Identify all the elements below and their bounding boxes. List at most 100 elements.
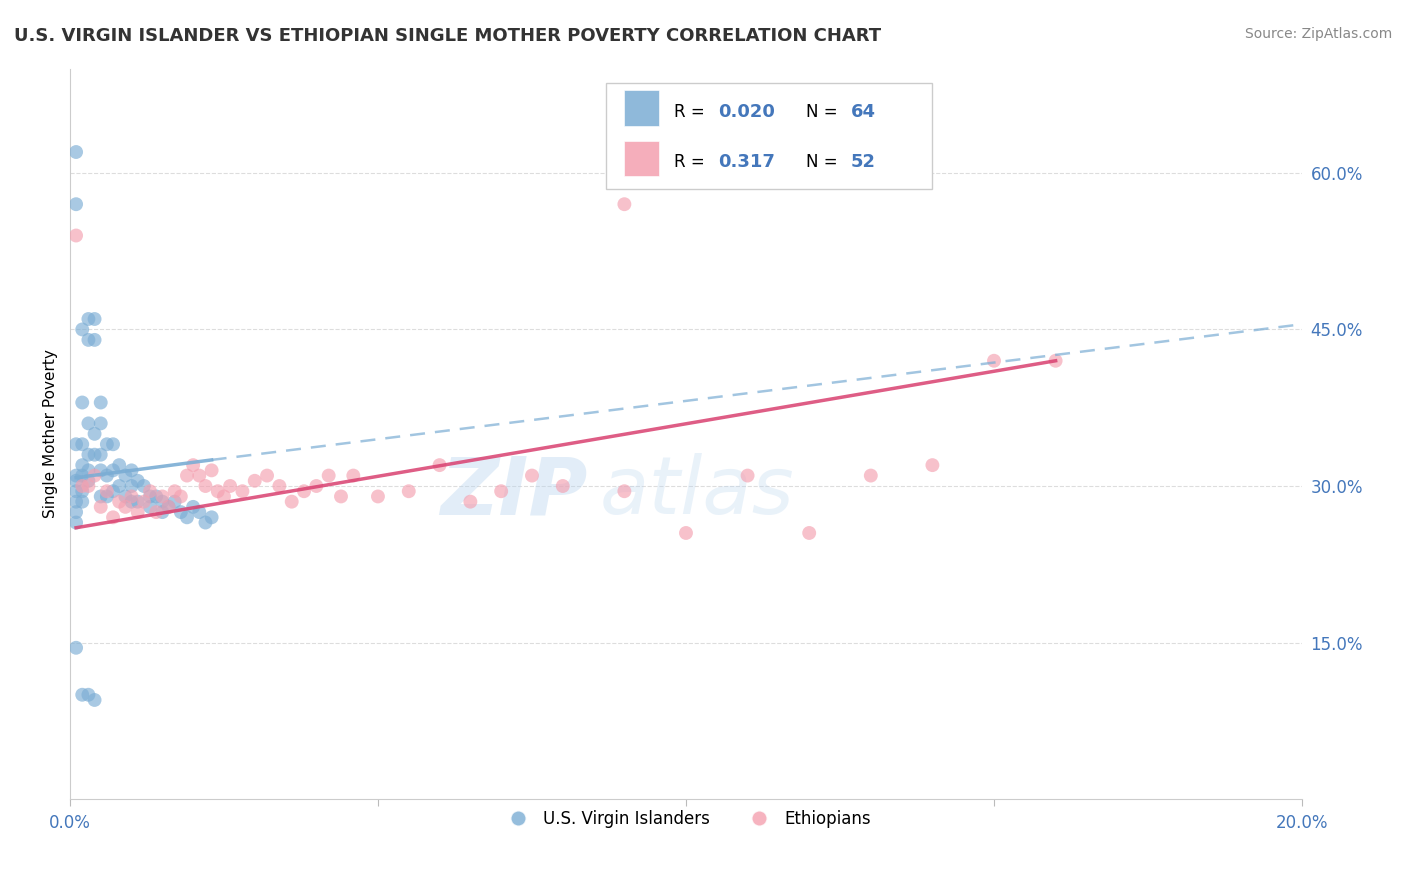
Point — [90, 395, 112, 409]
Point — [121, 490, 143, 504]
Point — [170, 490, 193, 504]
Point — [83, 468, 105, 483]
Point — [108, 458, 131, 472]
Point — [176, 468, 198, 483]
Point — [201, 510, 224, 524]
Point — [96, 437, 118, 451]
Point — [108, 494, 131, 508]
Point — [101, 463, 124, 477]
Text: 64: 64 — [851, 103, 876, 120]
Point — [163, 484, 186, 499]
Point — [139, 490, 162, 504]
Text: R =: R = — [673, 103, 710, 120]
Text: 0.020: 0.020 — [718, 103, 775, 120]
Point — [65, 505, 87, 519]
Point — [181, 458, 204, 472]
Point — [70, 437, 93, 451]
Point — [983, 353, 1005, 368]
Point — [65, 228, 87, 243]
Point — [489, 484, 512, 499]
Point — [292, 484, 315, 499]
Point — [70, 494, 93, 508]
Point — [83, 426, 105, 441]
Point — [101, 437, 124, 451]
Point — [318, 468, 340, 483]
Y-axis label: Single Mother Poverty: Single Mother Poverty — [44, 350, 58, 518]
Point — [77, 448, 100, 462]
Text: 0.317: 0.317 — [718, 153, 775, 170]
Point — [114, 490, 136, 504]
Point — [330, 490, 353, 504]
Point — [77, 312, 100, 326]
Point — [65, 516, 87, 530]
Point — [170, 505, 193, 519]
Point — [65, 468, 87, 483]
Point — [77, 417, 100, 431]
Point — [269, 479, 291, 493]
Point — [145, 505, 167, 519]
Point — [163, 494, 186, 508]
Point — [201, 463, 224, 477]
Point — [114, 468, 136, 483]
FancyBboxPatch shape — [606, 83, 932, 189]
Text: atlas: atlas — [600, 453, 794, 532]
Text: R =: R = — [673, 153, 714, 170]
Point — [520, 468, 543, 483]
Point — [139, 500, 162, 514]
Point — [77, 474, 100, 488]
Point — [859, 468, 882, 483]
Point — [1045, 353, 1067, 368]
Point — [83, 312, 105, 326]
Point — [176, 510, 198, 524]
Point — [194, 516, 217, 530]
Point — [305, 479, 328, 493]
Point — [70, 479, 93, 493]
Point — [460, 494, 482, 508]
Point — [96, 484, 118, 499]
Point — [90, 463, 112, 477]
Point — [90, 417, 112, 431]
Point — [150, 505, 173, 519]
Point — [83, 333, 105, 347]
Point — [121, 494, 143, 508]
Text: 52: 52 — [851, 153, 876, 170]
Point — [77, 463, 100, 477]
Point — [90, 490, 112, 504]
Point — [70, 458, 93, 472]
Point — [77, 479, 100, 493]
Point — [70, 395, 93, 409]
Point — [132, 479, 155, 493]
Point — [132, 494, 155, 508]
Point — [145, 490, 167, 504]
Text: Source: ZipAtlas.com: Source: ZipAtlas.com — [1244, 27, 1392, 41]
Point — [256, 468, 278, 483]
Point — [398, 484, 420, 499]
Point — [65, 437, 87, 451]
Point — [65, 640, 87, 655]
Point — [737, 468, 759, 483]
Bar — [624, 90, 659, 126]
Bar — [624, 141, 659, 177]
Point — [799, 526, 821, 541]
Legend: U.S. Virgin Islanders, Ethiopians: U.S. Virgin Islanders, Ethiopians — [495, 804, 877, 835]
Point — [70, 468, 93, 483]
Point — [96, 490, 118, 504]
Point — [613, 197, 636, 211]
Point — [231, 484, 253, 499]
Point — [194, 479, 217, 493]
Point — [342, 468, 364, 483]
Point — [551, 479, 574, 493]
Point — [101, 484, 124, 499]
Text: U.S. VIRGIN ISLANDER VS ETHIOPIAN SINGLE MOTHER POVERTY CORRELATION CHART: U.S. VIRGIN ISLANDER VS ETHIOPIAN SINGLE… — [14, 27, 882, 45]
Point — [188, 505, 211, 519]
Point — [157, 500, 180, 514]
Point — [150, 490, 173, 504]
Point — [70, 484, 93, 499]
Point — [121, 479, 143, 493]
Point — [207, 484, 229, 499]
Point — [114, 500, 136, 514]
Point — [367, 490, 389, 504]
Point — [90, 500, 112, 514]
Point — [188, 468, 211, 483]
Point — [65, 484, 87, 499]
